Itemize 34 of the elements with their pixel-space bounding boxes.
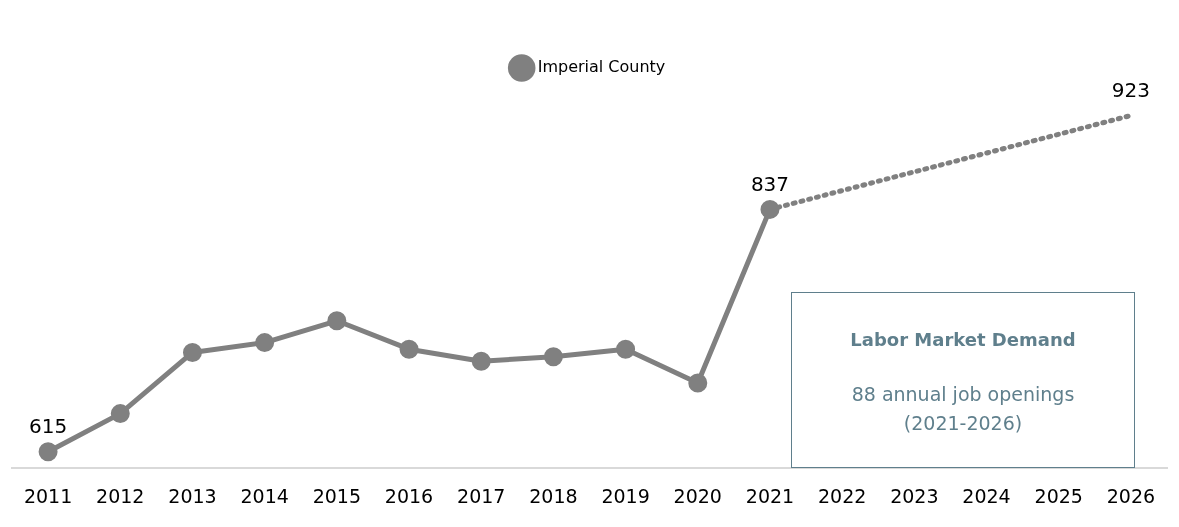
point <box>760 199 780 219</box>
point <box>616 339 636 359</box>
data-label: 923 <box>1111 77 1150 102</box>
x-tick-label: 2012 <box>96 484 145 507</box>
point <box>255 333 275 353</box>
x-tick-label: 2011 <box>23 484 73 507</box>
point <box>327 311 347 331</box>
point <box>543 347 563 367</box>
data-label: 837 <box>750 171 790 196</box>
x-tick-label: 2022 <box>817 484 867 507</box>
x-tick-label: 2018 <box>529 484 578 507</box>
x-tick-label: 2015 <box>312 484 362 507</box>
point <box>38 442 58 462</box>
x-tick-label: 2025 <box>1034 484 1083 507</box>
point <box>182 342 202 362</box>
x-tick-label: 2014 <box>240 484 289 507</box>
x-tick-label: 2023 <box>890 484 939 507</box>
x-tick-label: 2020 <box>673 484 722 507</box>
point <box>688 373 708 393</box>
data-label: 615 <box>29 414 68 439</box>
point <box>471 351 491 371</box>
x-tick-label: 2013 <box>168 484 217 507</box>
x-tick-label: 2024 <box>962 484 1011 507</box>
x-tick-label: 2026 <box>1106 484 1156 507</box>
annotation: 88 annual job openings (2021-2026) <box>850 382 1076 436</box>
x-tick-label: 2021 <box>745 484 795 507</box>
x-tick-label: 2019 <box>601 484 650 507</box>
legend-label: Imperial County <box>537 57 666 77</box>
text-box: Labor Market Demand 88 annual job openings (2021-2026) <box>791 292 1135 468</box>
point <box>110 404 130 424</box>
x-tick-label: 2017 <box>457 484 506 507</box>
annotation: Labor Market Demand <box>849 329 1077 350</box>
point <box>399 339 419 359</box>
x-tick-label: 2016 <box>384 484 434 507</box>
